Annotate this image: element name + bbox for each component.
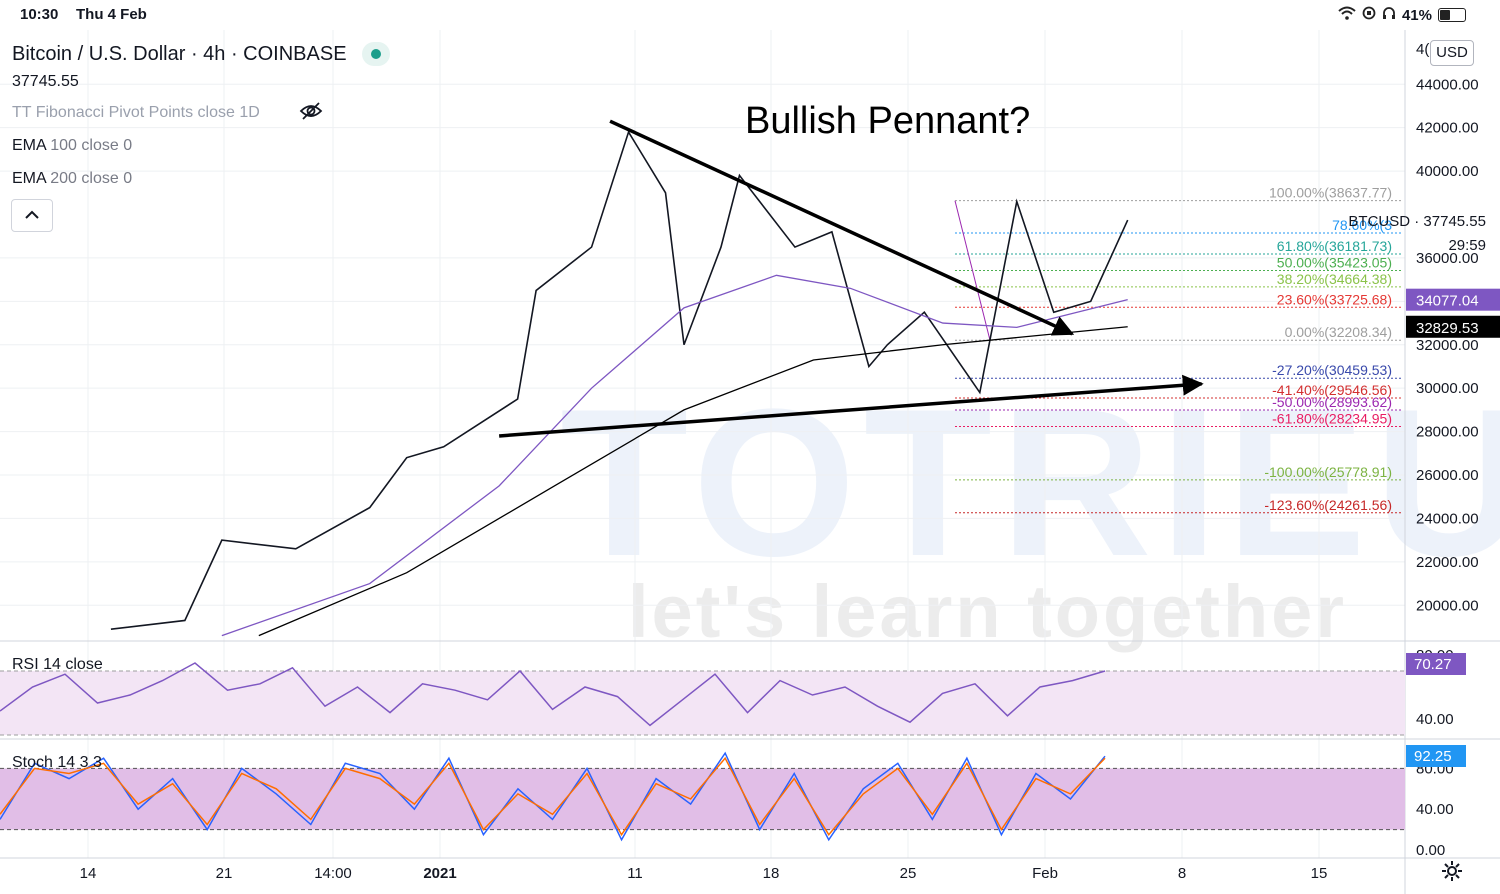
market-status-icon[interactable]: [362, 42, 390, 66]
time-tick-label: 18: [763, 865, 780, 882]
price-tick-label: 42000.00: [1416, 120, 1479, 137]
currency-button[interactable]: USD: [1430, 40, 1474, 66]
chevron-up-icon: [24, 207, 40, 225]
series-line-ema-100: [221, 274, 1128, 637]
price-tick-label: 30000.00: [1416, 380, 1479, 397]
indicator-fib-pivot[interactable]: TT Fibonacci Pivot Points close 1D: [12, 104, 260, 121]
price-tick-label: 36000.00: [1416, 250, 1479, 267]
fib-level-label: -100.00%(25778.91): [1264, 464, 1392, 480]
price-tick-label: 20000.00: [1416, 597, 1479, 614]
fib-level-label: 50.00%(35423.05): [1277, 254, 1392, 270]
time-tick-label: Feb: [1032, 865, 1058, 882]
rsi-last-label: 70.27: [1414, 656, 1452, 673]
fib-level-label: 38.20%(34664.38): [1277, 271, 1392, 287]
time-tick-label: 11: [627, 865, 643, 882]
rsi-line: [0, 662, 1106, 727]
price-tick-label: 22000.00: [1416, 554, 1479, 571]
time-scale: 14 21 14:00 2021 11 18 25 Feb 8 15: [80, 865, 1328, 882]
stoch-badge-bg: [1406, 745, 1466, 767]
last-price-label: BTCUSD · 37745.55: [1348, 213, 1486, 230]
fibonacci-levels: 100.00%(38637.77) 78.60%(3 61.80%(36181.73…: [954, 185, 1403, 514]
time-tick-label: 8: [1178, 865, 1186, 882]
annotation-text: Bullish Pennant?: [745, 100, 1030, 142]
battery-percent: 41%: [1401, 6, 1432, 24]
ema200-name: EMA: [12, 170, 46, 187]
price-badge: 34077.04: [1416, 293, 1479, 310]
price-tick-label: 44000.00: [1416, 76, 1479, 93]
time-tick-label: 2021: [423, 865, 456, 882]
fib-level-label: 61.80%(36181.73): [1277, 238, 1392, 254]
stoch-last-label: 92.25: [1414, 748, 1452, 765]
price-series: [110, 130, 1129, 637]
price-tick-label: 28000.00: [1416, 424, 1479, 441]
series-line-ema-200: [258, 326, 1128, 637]
rsi-tick-label: 40.00: [1416, 711, 1454, 728]
fib-level-label: -41.40%(29546.56): [1272, 382, 1392, 398]
fib-level-label: 0.00%(32208.34): [1285, 324, 1392, 340]
fib-level-label: -61.80%(28234.95): [1272, 411, 1392, 427]
price-badge-bg: [1406, 315, 1500, 338]
price-tick-partial: 4(: [1416, 41, 1429, 58]
wifi-icon: [1338, 6, 1356, 24]
time-tick-label: 14:00: [314, 865, 352, 882]
price-badge: 32829.53: [1416, 320, 1479, 337]
trendline-arrow: [609, 119, 1075, 336]
price-tick-label: 32000.00: [1416, 337, 1479, 354]
time-tick-label: 15: [1311, 865, 1328, 882]
last-price: 37745.55: [12, 73, 79, 90]
rsi-band: [0, 671, 1405, 735]
orientation-lock-icon: [1362, 6, 1376, 24]
symbol-title[interactable]: Bitcoin / U.S. Dollar · 4h · COINBASE: [12, 43, 347, 65]
fib-level-label: 23.60%(33725.68): [1277, 291, 1392, 307]
fib-anchor-line: [954, 200, 991, 341]
time-tick-label: 25: [900, 865, 917, 882]
collapse-legend-button[interactable]: [11, 199, 53, 232]
watermark-logo: TOTRIEU: [560, 365, 1500, 600]
indicator-ema-200[interactable]: EMA 200 close 0: [12, 170, 132, 188]
fib-level-label: 100.00%(38637.77): [1269, 185, 1392, 201]
price-badge-bg: [1406, 288, 1500, 311]
bar-countdown: 29:59: [1448, 237, 1486, 254]
fib-level-label: 78.60%(3: [1332, 217, 1392, 233]
stoch-tick-label: 0.00: [1416, 842, 1445, 859]
rsi-title: RSI 14 close: [12, 656, 103, 673]
eye-off-icon[interactable]: [299, 101, 323, 126]
fib-level-label: -123.60%(24261.56): [1264, 497, 1392, 513]
ema100-name: EMA: [12, 137, 46, 154]
stoch-band: [0, 768, 1405, 830]
stoch-line-pctk: [0, 751, 1106, 842]
ema200-params: 200 close 0: [50, 170, 133, 187]
battery-icon: [1438, 8, 1466, 22]
settings-gear-icon[interactable]: [1441, 860, 1463, 887]
stoch-tick-label: 40.00: [1416, 801, 1454, 818]
indicator-ema-100[interactable]: EMA 100 close 0: [12, 137, 132, 155]
series-line-btcusd: [110, 130, 1129, 630]
status-bar: 10:30 Thu 4 Feb 41%: [0, 0, 1500, 30]
stoch-title: Stoch 14 3 3: [12, 754, 102, 771]
rsi-badge-bg: [1406, 653, 1466, 675]
time-tick-label: 14: [80, 865, 97, 882]
price-tick-label: 40000.00: [1416, 163, 1479, 180]
stoch-line-pctd: [0, 756, 1106, 837]
chart-grid: [0, 30, 1500, 859]
time-tick-label: 21: [216, 865, 233, 882]
trendline-arrow: [499, 374, 1204, 438]
status-time: 10:30: [20, 6, 59, 23]
fib-level-label: -27.20%(30459.53): [1272, 362, 1392, 378]
fib-level-label: -50.00%(28993.62): [1272, 394, 1392, 410]
headphones-icon: [1382, 6, 1396, 24]
price-tick-label: 26000.00: [1416, 467, 1479, 484]
trendlines: [499, 119, 1204, 438]
price-tick-label: 24000.00: [1416, 510, 1479, 527]
price-scale: 44000.0042000.0040000.0036000.0034000.00…: [1348, 30, 1500, 894]
ema100-params: 100 close 0: [50, 137, 133, 154]
status-date: Thu 4 Feb: [76, 6, 147, 23]
status-right: 41%: [1338, 6, 1466, 24]
watermark-tagline: let's learn together: [628, 570, 1347, 653]
